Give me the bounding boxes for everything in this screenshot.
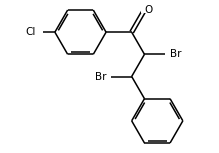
Text: Br: Br xyxy=(95,71,106,82)
FancyBboxPatch shape xyxy=(165,51,175,58)
FancyBboxPatch shape xyxy=(101,73,111,80)
Text: Cl: Cl xyxy=(26,27,36,37)
FancyBboxPatch shape xyxy=(141,7,148,13)
FancyBboxPatch shape xyxy=(30,29,43,35)
Text: O: O xyxy=(145,5,153,15)
Text: Br: Br xyxy=(170,49,182,59)
